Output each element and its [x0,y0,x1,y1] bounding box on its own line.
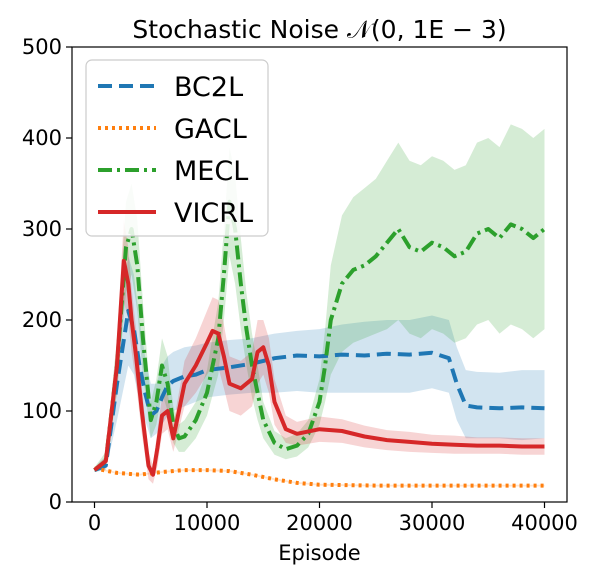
series-lines [93,199,546,488]
y-tick-label: 400 [22,126,62,150]
y-tick-label: 500 [22,35,62,59]
y-tick-label: 100 [22,399,62,423]
x-tick-label: 30000 [399,511,466,535]
y-axis: 0 100 200 300 400 500 [22,35,72,514]
legend-label: BC2L [174,72,243,103]
y-tick-label: 0 [49,490,62,514]
band-bc2l [94,256,545,472]
legend-box [85,59,269,237]
x-tick-label: 0 [88,511,101,535]
y-tick-label: 200 [22,308,62,332]
x-tick-label: 20000 [286,511,353,535]
legend-label: GACL [174,114,247,145]
x-tick-label: 40000 [511,511,578,535]
x-tick-label: 10000 [174,511,241,535]
line-mecl [93,199,546,472]
line-gacl [94,466,545,488]
line-vicrl [93,258,545,477]
line-bc2l [93,308,545,472]
x-axis: 0 10000 20000 30000 40000 [88,502,578,535]
y-tick-label: 300 [22,217,62,241]
legend-label: VICRL [174,198,253,229]
legend: BC2L GACL MECL VICRL [85,59,269,237]
chart-title: Stochastic Noise 𝒩(0, 1E − 3) [132,15,506,44]
legend-label: MECL [174,156,248,187]
x-axis-label: Episode [278,541,360,565]
